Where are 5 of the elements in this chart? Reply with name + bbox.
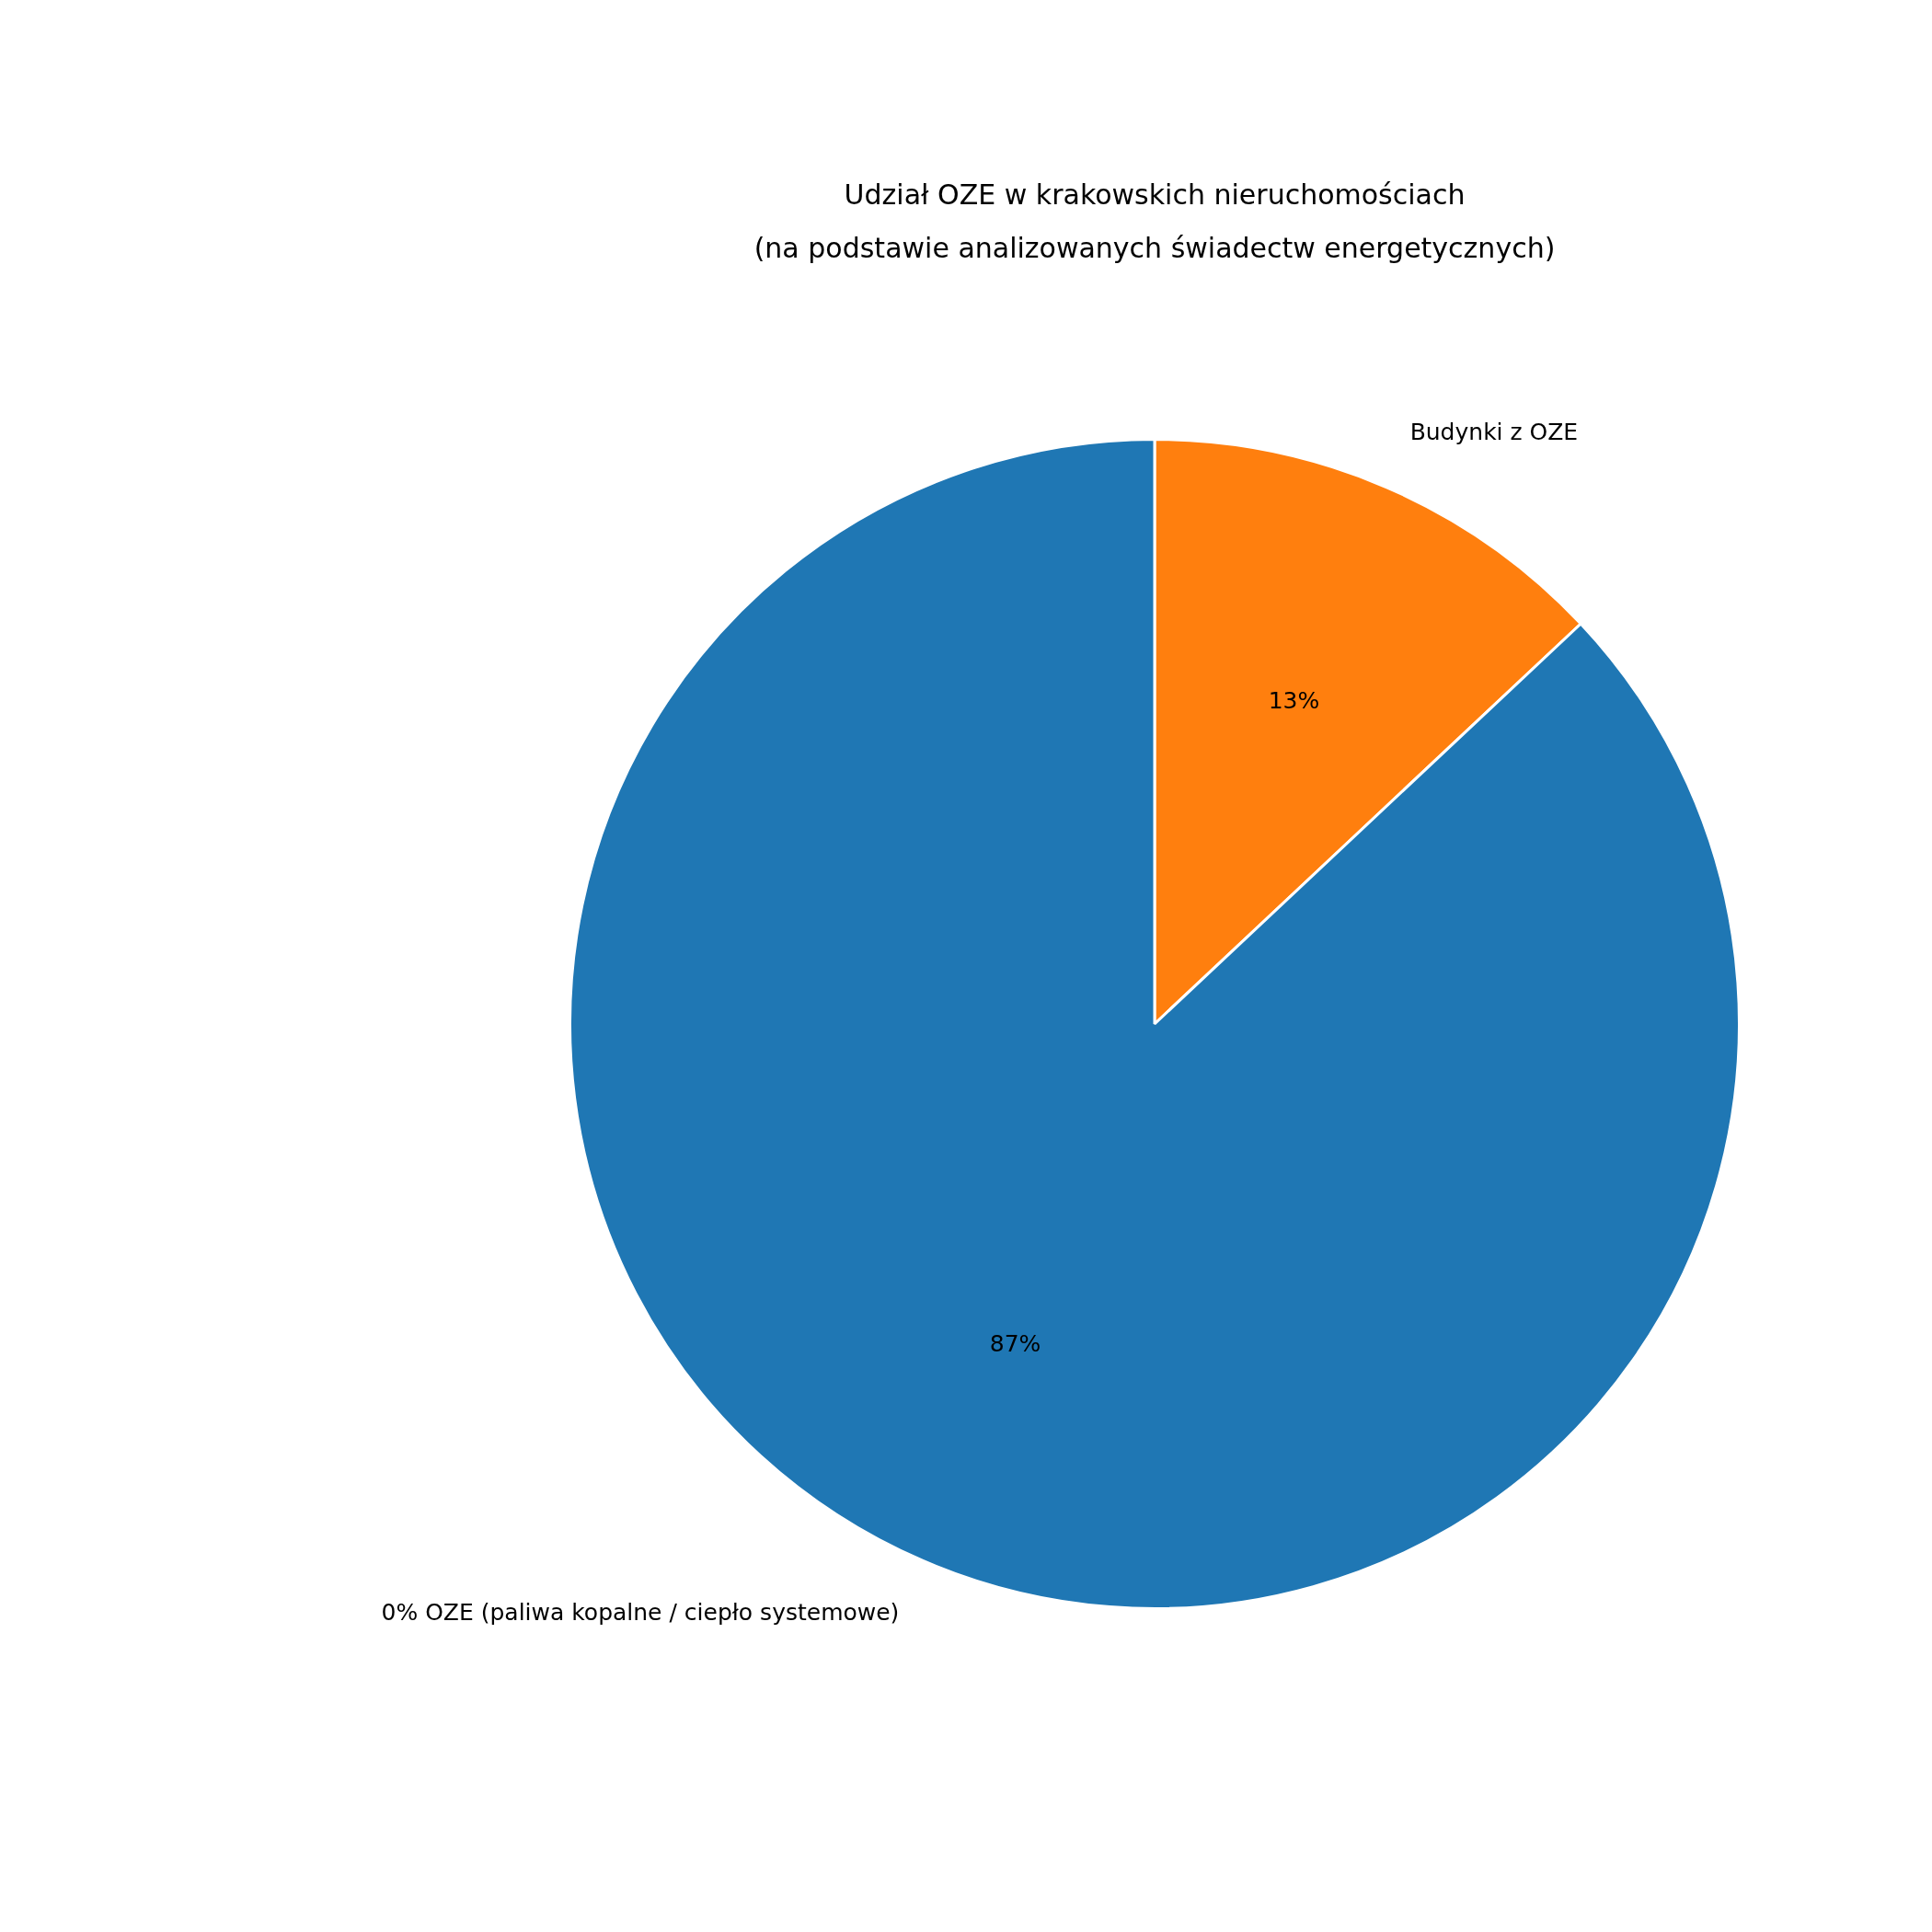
slice-label: 0% OZE (paliwa kopalne / ciepło systemowe) — [381, 1599, 900, 1627]
data-label: 13% — [1268, 686, 1320, 714]
slice-label: Budynki z OZE — [1409, 418, 1579, 445]
chart-title: Udział OZE w krakowskich nieruchomościach (na podstawie analizowanych świadectw energetycznych) — [753, 178, 1556, 264]
data-label: 87% — [989, 1330, 1041, 1358]
